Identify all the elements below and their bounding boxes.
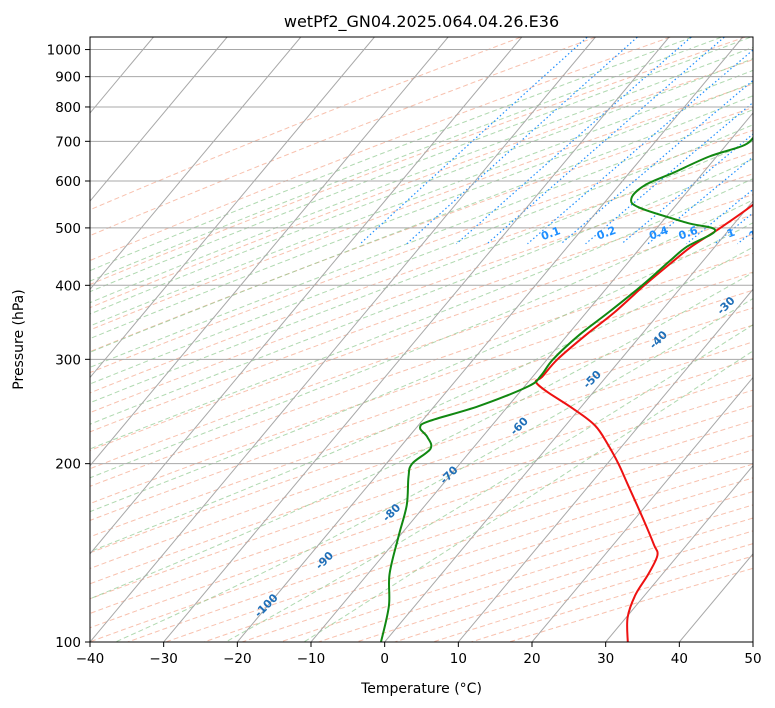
dry-adiabat-line: [90, 173, 753, 414]
grid-lines: [0, 37, 753, 642]
isotherm-line: [90, 37, 228, 202]
profile-series: [380, 136, 753, 642]
moist-adiabat-line: [90, 82, 753, 340]
dry-adiabat-line: [90, 107, 753, 353]
isotherm-line: [0, 37, 6, 642]
moist-adiabat-line: [225, 324, 753, 642]
moist-adiabat-line: [90, 222, 753, 513]
dry-adiabat-label: -40: [647, 328, 670, 351]
background-line-labels: -100-90-80-70-60-50-40-30-20-100.10.20.4…: [252, 224, 770, 620]
x-tick-label: 50: [744, 651, 761, 667]
dry-adiabat-line: [90, 252, 753, 487]
isotherm-line: [90, 37, 523, 555]
dry-adiabat-line: [90, 233, 753, 470]
isotherm-line: [384, 200, 753, 642]
mixing-ratio-line: [560, 79, 753, 245]
isotherm-line: [90, 37, 449, 467]
dry-adiabat-line: [90, 194, 753, 433]
moist-adiabat-line: [115, 297, 753, 642]
dry-adiabat-line: [316, 504, 753, 642]
y-tick-label: 200: [55, 457, 81, 473]
mixing-ratio-line: [527, 49, 753, 245]
y-tick-label: 100: [55, 635, 81, 651]
y-tick-label: 600: [55, 174, 81, 190]
moist-adiabat-line: [90, 46, 753, 304]
y-axis-label: Pressure (hPa): [11, 289, 27, 389]
mixing-ratio-line: [359, 37, 589, 245]
y-tick-label: 700: [55, 134, 81, 150]
x-tick-label: 40: [671, 651, 688, 667]
mixing-ratio-label: 0.4: [647, 224, 670, 243]
y-tick-label: 900: [55, 70, 81, 86]
isotherm-line: [531, 376, 753, 642]
x-axis: −40 −30 −20 −10 0 10 20 30 40 50: [76, 642, 762, 667]
mixing-ratio-line: [486, 37, 726, 245]
x-tick-label: −30: [149, 651, 178, 667]
dry-adiabat-line: [507, 567, 753, 642]
mixing-ratio-label: 1: [725, 226, 737, 241]
isotherm-line: [457, 288, 753, 642]
dry-adiabat-line: [90, 341, 753, 570]
isotherm-line: [90, 37, 375, 379]
mixing-ratio-line: [647, 156, 753, 245]
mixing-ratio-label: 0.6: [677, 224, 700, 243]
x-tick-label: −10: [297, 651, 326, 667]
moist-adiabat-line: [90, 178, 753, 450]
plot-frame: [89, 36, 754, 643]
x-tick-label: −20: [223, 651, 252, 667]
dry-adiabat-line: [90, 289, 753, 521]
dry-adiabat-line: [90, 373, 753, 600]
moist-adiabat-line: [90, 37, 724, 282]
moist-adiabat-line: [90, 124, 753, 385]
dry-adiabat-line: [90, 214, 753, 452]
mixing-ratio-label: 0.2: [595, 224, 618, 243]
dry-adiabat-line: [90, 151, 753, 394]
dry-adiabat-line: [90, 357, 753, 585]
moist-adiabat-line: [90, 158, 753, 425]
isotherm-line: [90, 37, 596, 642]
mixing-ratio-label: 1.5: [747, 224, 770, 243]
y-axis: 100 200 300 400 500 600 700 800 900 1000: [47, 43, 90, 651]
dry-adiabat-label: -60: [508, 414, 531, 437]
dry-adiabat-label: -80: [380, 501, 403, 524]
isotherm-line: [90, 37, 302, 291]
mixing-ratio-line: [714, 212, 753, 245]
profile-line-1: [534, 203, 753, 642]
y-tick-label: 800: [55, 100, 81, 116]
x-tick-label: 0: [380, 651, 389, 667]
x-axis-label: Temperature (°C): [360, 681, 482, 697]
dry-adiabat-line: [90, 37, 748, 286]
x-tick-label: 10: [450, 651, 467, 667]
isotherm-line: [310, 112, 753, 642]
moist-adiabat-line: [90, 109, 753, 368]
dry-adiabat-label: -50: [581, 368, 604, 391]
y-tick-label: 300: [55, 352, 81, 368]
y-tick-label: 1000: [47, 43, 81, 59]
x-tick-label: 30: [597, 651, 614, 667]
mixing-ratio-line: [765, 35, 775, 244]
moist-adiabat-line: [90, 199, 753, 479]
isotherm-line: [163, 37, 670, 642]
dry-adiabat-label: -30: [714, 294, 737, 317]
profile-line-2: [380, 136, 753, 642]
moist-adiabat-line: [90, 95, 753, 353]
moist-adiabat-line: [90, 271, 753, 600]
dry-adiabat-label: -90: [313, 549, 336, 572]
moist-adiabat-line: [303, 350, 753, 642]
mixing-ratio-line: [406, 37, 639, 245]
x-tick-label: 20: [523, 651, 540, 667]
y-tick-label: 400: [55, 278, 81, 294]
isotherm-line: [752, 641, 753, 642]
isotherm-line: [236, 37, 744, 642]
dry-adiabat-line: [202, 463, 753, 642]
isotherm-line: [605, 464, 753, 642]
x-tick-label: −40: [76, 651, 105, 667]
chart-title: wetPf2_GN04.2025.064.04.26.E36: [284, 12, 559, 32]
dry-adiabat-line: [90, 389, 753, 614]
dry-adiabat-line: [90, 271, 753, 505]
dry-adiabat-line: [90, 307, 753, 538]
y-tick-label: 500: [55, 221, 81, 237]
mixing-ratio-label: 0.1: [539, 224, 562, 243]
